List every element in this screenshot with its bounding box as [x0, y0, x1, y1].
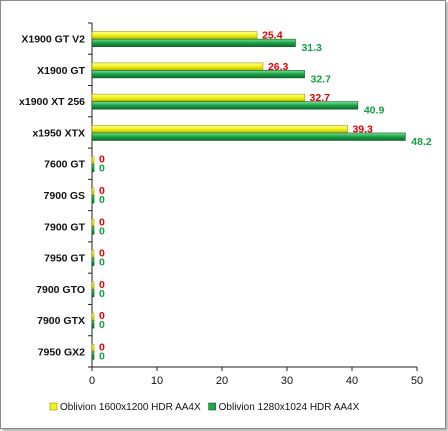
bar-series-1600x1200 [91, 31, 258, 40]
data-value-label: 0 [99, 248, 105, 260]
data-value-label: 39.3 [352, 123, 373, 135]
bar-series-1280x1024 [91, 226, 95, 235]
data-value-label: 0 [99, 163, 105, 175]
category-label: 7900 GTX [37, 315, 85, 327]
legend-swatch [49, 402, 58, 411]
data-value-label: 32.7 [310, 92, 331, 104]
bar-series-1280x1024 [91, 195, 95, 204]
bar-series-1280x1024 [91, 163, 95, 173]
x-tick-label: 20 [216, 375, 228, 387]
legend-swatch [208, 402, 216, 411]
x-tick-label: 30 [281, 375, 293, 387]
data-value-label: 0 [99, 279, 105, 291]
data-value-label: 0 [99, 225, 105, 237]
x-tick-label: 50 [411, 375, 423, 387]
bar-series-1600x1200 [91, 250, 95, 259]
bar-series-1600x1200 [91, 93, 305, 102]
data-value-label: 32.7 [311, 73, 332, 85]
data-value-label: 0 [99, 185, 105, 197]
data-value-label: 40.9 [364, 105, 385, 117]
category-label: 7900 GS [44, 190, 85, 202]
data-value-label: 0 [99, 257, 105, 269]
category-label: 7600 GT [44, 159, 85, 171]
bar-series-1600x1200 [91, 62, 264, 71]
data-value-label: 0 [99, 319, 105, 331]
data-value-label: 31.3 [301, 42, 322, 54]
category-label: X1900 GT [37, 65, 85, 77]
x-tick-label: 0 [89, 375, 95, 387]
bar-series-1280x1024 [91, 257, 95, 266]
data-value-label: 0 [99, 341, 105, 353]
x-tick-label: 40 [346, 375, 358, 387]
bar-series-1280x1024 [91, 70, 305, 79]
legend-entry-label: Oblivion 1280x1024 HDR AA4X [219, 402, 360, 413]
bar-series-1600x1200 [91, 344, 95, 353]
data-value-label: 0 [99, 216, 105, 228]
bar-series-1600x1200 [91, 187, 95, 196]
data-value-label: 0 [99, 194, 105, 206]
data-value-label: 25.4 [262, 30, 283, 42]
bar-series-1600x1200 [91, 281, 95, 290]
data-value-label: 48.2 [411, 136, 432, 148]
bar-series-1600x1200 [91, 312, 95, 321]
category-label: X1900 GT V2 [21, 34, 85, 46]
data-value-label: 0 [99, 310, 105, 322]
bar-series-1600x1200 [91, 125, 348, 134]
data-value-label: 0 [99, 350, 105, 362]
category-label: 7950 GT [44, 253, 85, 265]
data-value-label: 0 [99, 154, 105, 166]
bar-series-1280x1024 [91, 101, 359, 110]
bar-series-1280x1024 [91, 320, 95, 329]
category-label: x1900 XT 256 [19, 96, 85, 108]
bar-series-1280x1024 [91, 132, 406, 141]
data-value-label: 0 [99, 288, 105, 300]
legend-entry-label: Oblivion 1600x1200 HDR AA4X [60, 402, 201, 413]
x-tick-label: 10 [151, 375, 163, 387]
bar-series-1280x1024 [91, 351, 95, 360]
category-label: 7900 GTO [36, 284, 85, 296]
data-value-label: 26.3 [268, 61, 289, 73]
bar-series-1600x1200 [91, 218, 95, 228]
category-label: 7900 GT [44, 221, 85, 233]
category-label: x1950 XTX [32, 127, 85, 139]
category-label: 7950 GX2 [38, 346, 85, 358]
bar-series-1280x1024 [91, 38, 296, 47]
bar-series-1600x1200 [91, 156, 95, 165]
bar-series-1280x1024 [91, 289, 95, 298]
